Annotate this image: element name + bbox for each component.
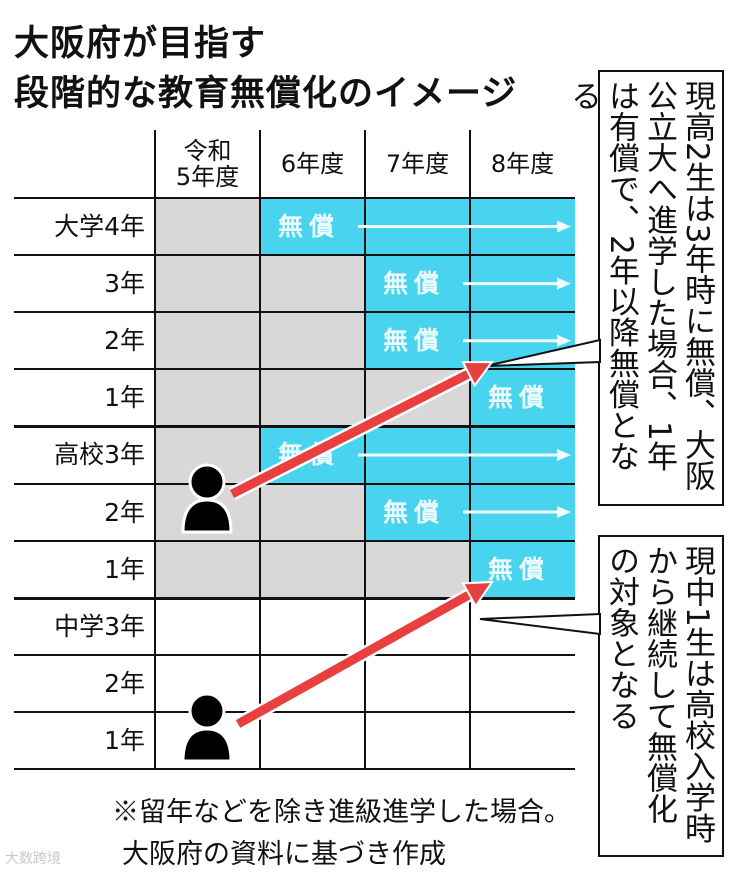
column-divider	[364, 130, 366, 769]
cell-gray	[260, 312, 365, 370]
row-divider	[14, 710, 575, 713]
cell-white	[470, 654, 575, 712]
continue-arrow-head	[557, 448, 571, 461]
cell-gray	[260, 540, 365, 598]
cell-gray	[260, 483, 365, 541]
row-divider	[14, 539, 575, 542]
callout-junior-high-1st-year: 現中1生は高校入学時から継続して無償化の対象となる	[598, 535, 724, 857]
cell-white	[155, 597, 260, 655]
title-line-2: 段階的な教育無償化のイメージ	[14, 74, 518, 114]
column-header: 7年度	[385, 150, 450, 178]
cell-white	[260, 711, 365, 769]
free-label: 無償	[488, 554, 551, 584]
column-divider	[469, 130, 471, 769]
cell-gray	[155, 312, 260, 370]
row-divider	[14, 596, 575, 600]
red-arrow	[229, 369, 471, 499]
continue-arrow-head	[557, 506, 571, 519]
free-label: 無償	[383, 497, 446, 527]
row-label: 2年	[104, 497, 145, 527]
row-label: 1年	[104, 554, 145, 584]
free-label: 無償	[278, 212, 341, 241]
row-label: 3年	[104, 269, 145, 299]
callout-pointer	[479, 612, 601, 636]
row-divider	[14, 482, 575, 485]
cell-gray	[260, 369, 365, 427]
footnote: ※留年などを除き進級進学した場合。	[112, 797, 571, 828]
red-arrow-head	[461, 360, 494, 388]
column-divider	[259, 130, 261, 769]
cell-white	[365, 711, 470, 769]
cell-free	[260, 198, 365, 256]
row-label: 1年	[104, 725, 145, 755]
row-divider	[14, 653, 575, 656]
column-header: 8年度	[490, 150, 555, 178]
cell-free	[470, 369, 575, 427]
column-header: 令和 5年度	[175, 137, 240, 191]
row-label: 2年	[104, 326, 145, 356]
cell-gray	[260, 255, 365, 313]
row-divider	[14, 768, 575, 770]
person-icon-body	[181, 727, 233, 763]
cell-free	[365, 312, 470, 370]
cell-white	[260, 597, 365, 655]
row-label: 大学4年	[54, 212, 145, 241]
person-icon-body	[181, 498, 233, 534]
red-arrow-head	[461, 580, 494, 608]
cell-gray	[155, 198, 260, 256]
continue-arrow-head	[557, 220, 571, 233]
cell-free	[365, 483, 470, 541]
watermark: 大数跨境	[5, 851, 61, 867]
callout-high-school-2nd-year: 現高2生は3年時に無償、大阪公立大へ進学した場合、1年は有償で、2年以降無償とな…	[565, 70, 724, 506]
free-label: 無償	[488, 383, 551, 413]
cell-free	[365, 255, 470, 313]
red-arrow	[235, 590, 472, 728]
row-divider	[14, 425, 575, 429]
row-label: 中学3年	[54, 611, 145, 641]
cell-gray	[155, 255, 260, 313]
row-label: 2年	[104, 668, 145, 698]
row-divider	[14, 368, 575, 371]
row-divider	[14, 254, 575, 257]
free-label: 無償	[383, 269, 446, 299]
column-divider	[154, 130, 156, 769]
source-note: 大阪府の資料に基づき作成	[122, 839, 446, 870]
person-icon	[188, 692, 226, 730]
column-header: 6年度	[280, 150, 345, 178]
continue-arrow-head	[557, 277, 571, 290]
cell-white	[365, 654, 470, 712]
row-label: 1年	[104, 383, 145, 413]
title-line-1: 大阪府が目指す	[14, 24, 267, 64]
cell-gray	[155, 540, 260, 598]
person-icon	[188, 463, 226, 501]
row-label: 高校3年	[54, 440, 145, 470]
cell-gray	[155, 369, 260, 427]
cell-gray	[365, 540, 470, 598]
row-divider	[14, 197, 575, 199]
callout-pointer	[485, 338, 601, 367]
free-label: 無償	[383, 326, 446, 356]
continue-arrow-head	[557, 334, 571, 347]
row-divider	[14, 311, 575, 314]
cell-white	[470, 711, 575, 769]
